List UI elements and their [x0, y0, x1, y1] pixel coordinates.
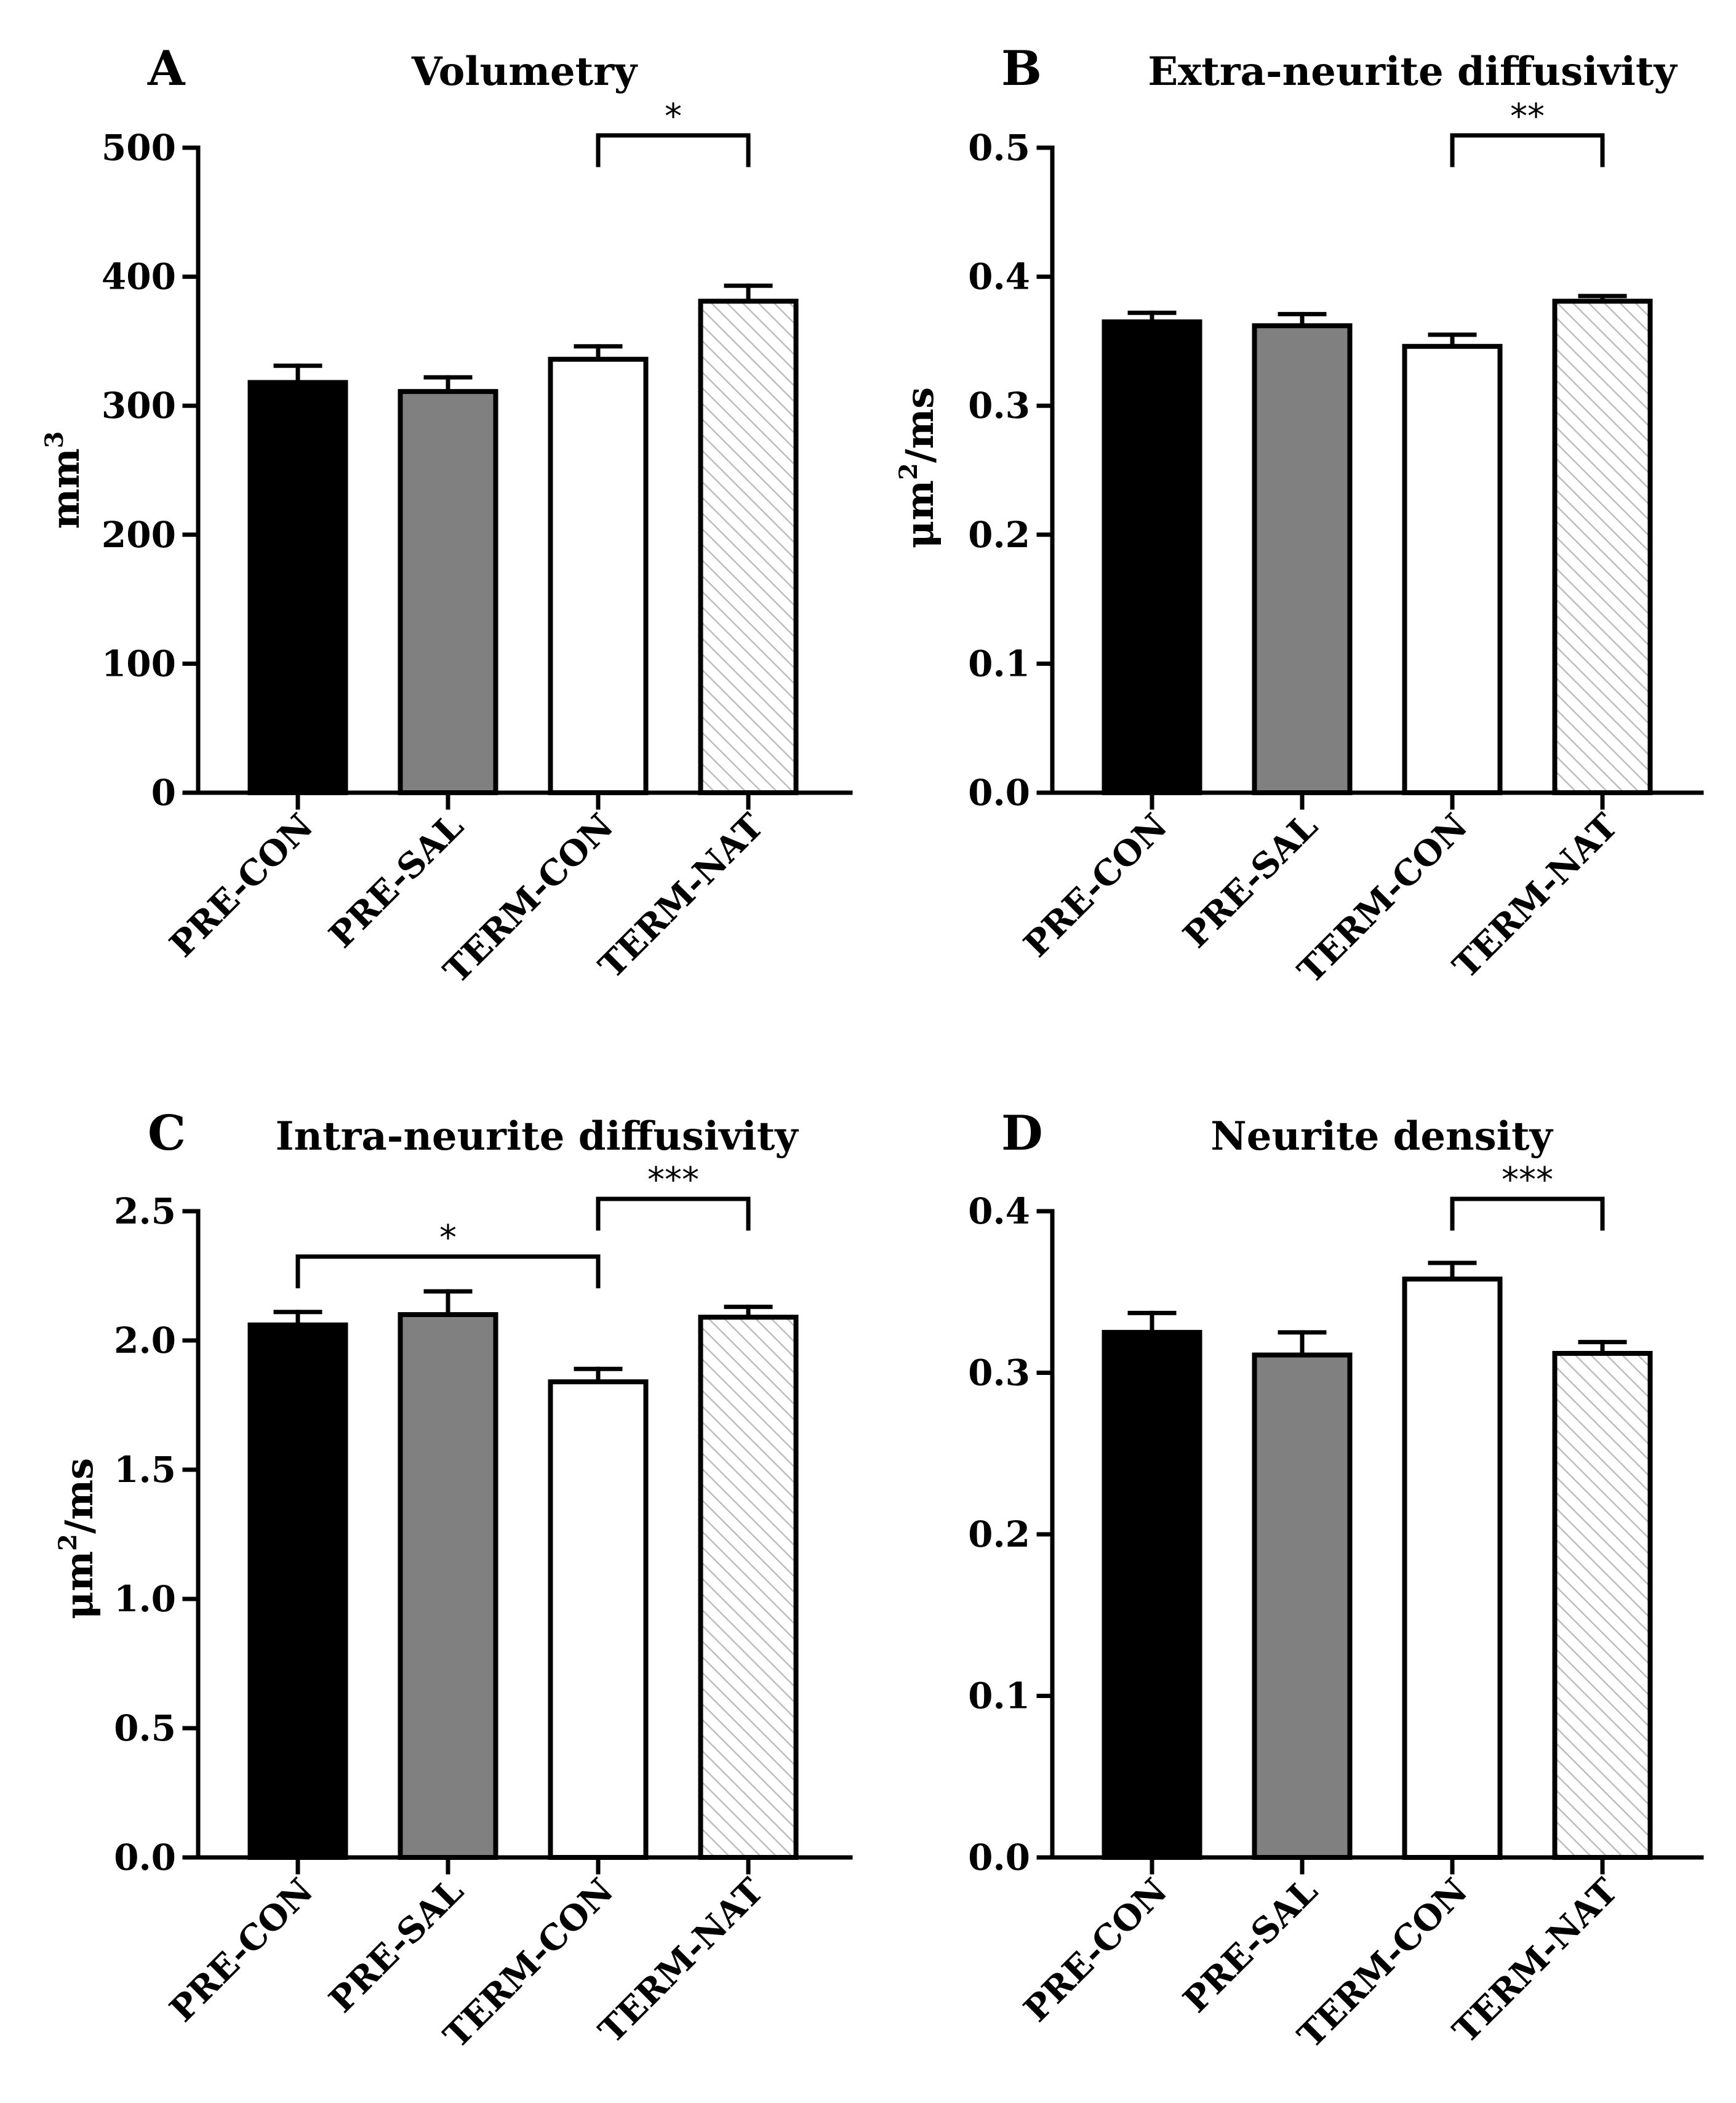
y-tick-label: 500: [102, 127, 176, 169]
significance-label: ***: [647, 1160, 699, 1200]
significance-label: ***: [1502, 1160, 1553, 1200]
significance-label: *: [665, 97, 682, 137]
y-tick-label: 200: [102, 514, 176, 556]
bar-term-nat: [1552, 1351, 1653, 1860]
bar-term-con: [1402, 343, 1503, 795]
y-tick-label: 0.3: [968, 1352, 1030, 1394]
panel-letter: C: [148, 1105, 186, 1161]
y-tick-label: 0.4: [968, 1190, 1030, 1232]
y-tick-label: 0.2: [968, 1513, 1030, 1555]
y-tick-label: 0: [151, 772, 176, 814]
y-tick-label: 0.4: [968, 256, 1030, 298]
y-axis-label: mm3: [40, 431, 88, 529]
significance-label: **: [1510, 97, 1545, 137]
panel-title: Extra-neurite diffusivity: [1148, 49, 1678, 95]
significance-bracket: [596, 1196, 751, 1231]
y-tick-label: 100: [102, 643, 176, 684]
bar-pre-sal: [1252, 323, 1353, 795]
y-tick-label: 300: [102, 385, 176, 427]
panel-d: D Neurite density 0.0 0.1 0.2 0.3 0.4 PRE-CON…: [968, 1105, 1704, 2056]
bar-pre-sal: [398, 389, 498, 795]
x-tick-label: PRE-CON: [1016, 1870, 1175, 2030]
panel-letter: A: [147, 41, 186, 97]
y-tick-label: 1.5: [114, 1449, 176, 1491]
bar-pre-sal: [1252, 1352, 1353, 1860]
y-tick-label: 0.1: [968, 643, 1030, 684]
y-tick-label: 2.0: [114, 1320, 176, 1361]
panel-c: C Intra-neurite diffusivity μm2/ms 0.0 0.…: [54, 1105, 853, 2056]
y-axis-label: μm2/ms: [54, 1458, 102, 1619]
x-tick-label: PRE-SAL: [1175, 1870, 1326, 2021]
significance-bracket: [596, 133, 751, 167]
bar-term-con: [1402, 1276, 1503, 1860]
x-tick-label: PRE-SAL: [1175, 806, 1326, 956]
panel-title: Neurite density: [1210, 1113, 1553, 1160]
bar-pre-con: [247, 380, 348, 795]
y-tick-label: 2.5: [114, 1190, 176, 1232]
bar-term-con: [548, 1379, 649, 1860]
bar-pre-con: [1102, 1329, 1202, 1860]
significance-bracket: [1450, 133, 1605, 167]
x-tick-label: PRE-SAL: [321, 806, 471, 956]
x-tick-label: PRE-CON: [162, 806, 321, 965]
panel-letter: D: [1001, 1105, 1043, 1161]
bar-pre-sal: [398, 1312, 498, 1860]
y-tick-label: 0.5: [968, 127, 1030, 169]
significance-bracket: [1450, 1196, 1605, 1231]
x-tick-label: PRE-CON: [1016, 806, 1175, 965]
y-tick-label: 0.0: [968, 772, 1030, 814]
y-tick-label: 400: [102, 256, 176, 298]
panel-title: Volumetry: [411, 49, 638, 95]
y-axis-label: μm2/ms: [894, 387, 942, 548]
panel-a: A Volumetry mm3 0 100 200 300 400 500 PRE-CON P…: [40, 41, 853, 991]
panel-title: Intra-neurite diffusivity: [276, 1113, 799, 1160]
bar-pre-con: [247, 1322, 348, 1861]
bar-term-con: [548, 356, 649, 795]
y-tick-label: 0.0: [968, 1837, 1030, 1878]
y-tick-label: 0.2: [968, 514, 1030, 556]
y-tick-label: 0.1: [968, 1675, 1030, 1717]
panel-letter: B: [1001, 41, 1042, 97]
panel-b: B Extra-neurite diffusivity μm2/ms 0.0 0.…: [894, 41, 1704, 991]
bar-term-nat: [698, 1315, 799, 1860]
significance-label: *: [439, 1218, 457, 1258]
x-tick-label: PRE-CON: [162, 1870, 321, 2030]
y-tick-label: 1.0: [114, 1578, 176, 1620]
bar-term-nat: [1552, 298, 1653, 795]
y-tick-label: 0.5: [114, 1707, 176, 1749]
bar-pre-con: [1102, 319, 1202, 795]
y-tick-label: 0.3: [968, 385, 1030, 427]
x-tick-label: PRE-SAL: [321, 1870, 471, 2021]
significance-bracket: [295, 1254, 601, 1289]
bar-term-nat: [698, 298, 799, 795]
y-tick-label: 0.0: [114, 1837, 176, 1878]
